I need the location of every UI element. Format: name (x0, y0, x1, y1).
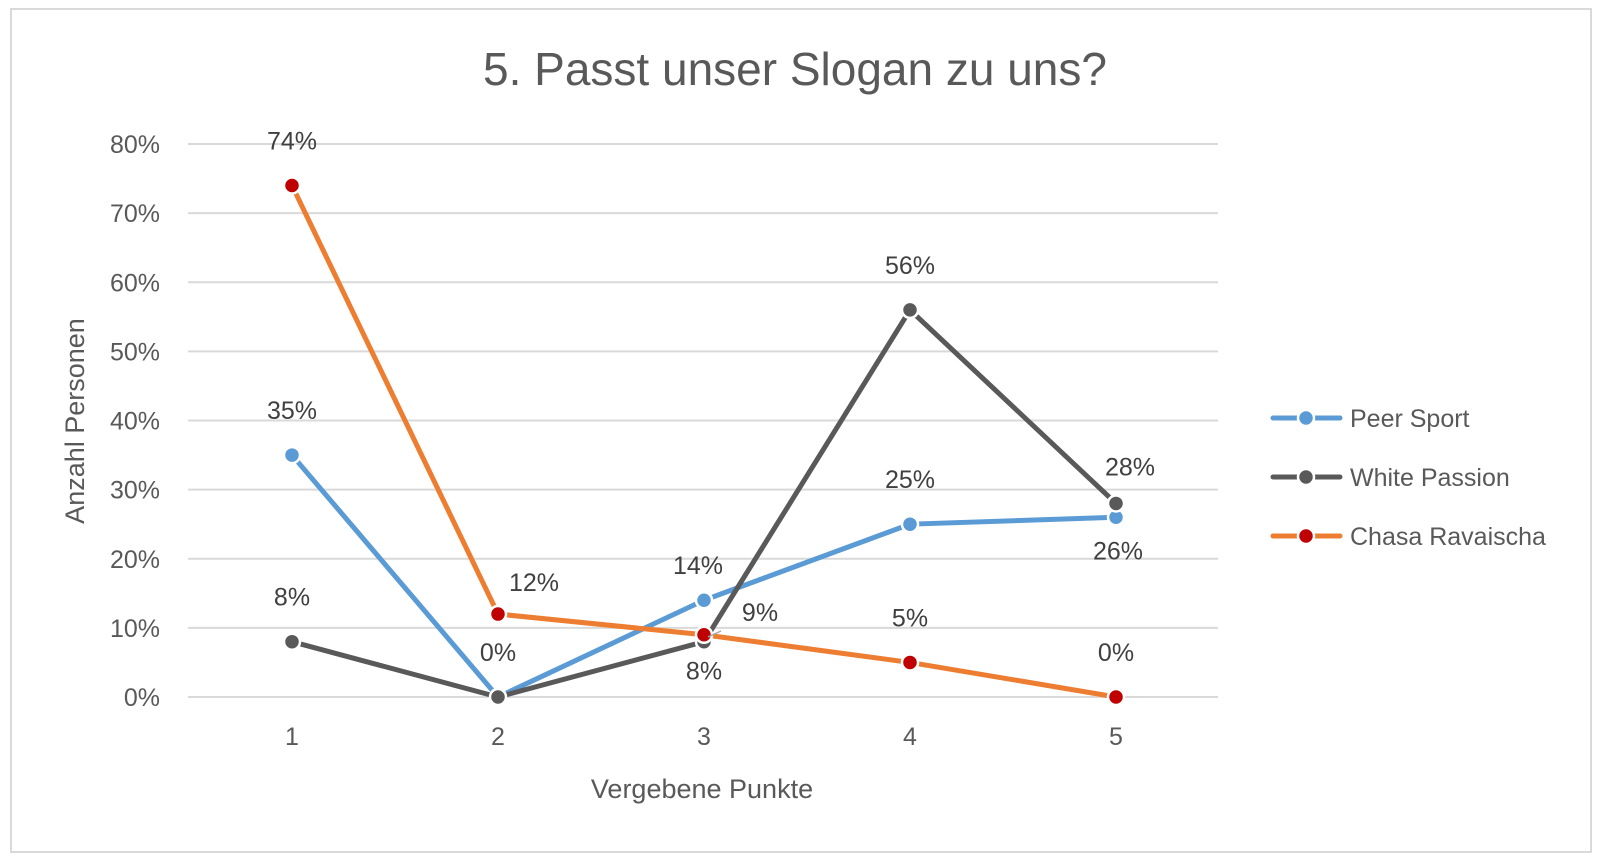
data-point (282, 632, 302, 651)
series-line (289, 182, 1119, 700)
data-labels: 35% 14% 25% 26% 8% 0% 8% 56% 28% 74% 12% 9% 5% 0% (267, 127, 1155, 685)
data-point (1106, 494, 1126, 513)
x-axis-ticks: 1 2 3 4 5 (285, 723, 1123, 751)
legend-item: White Passion (1270, 464, 1510, 492)
data-label: 12% (509, 569, 559, 597)
data-label: 25% (885, 466, 935, 494)
data-label: 0% (480, 639, 516, 667)
data-label: 56% (885, 252, 935, 280)
y-tick-label: 80% (110, 131, 160, 159)
data-label: 9% (742, 599, 778, 627)
data-label: 74% (267, 127, 317, 155)
data-point (900, 300, 920, 320)
data-label: 28% (1105, 453, 1155, 481)
data-point (900, 514, 920, 534)
x-tick-label: 3 (697, 723, 711, 751)
data-label: 8% (686, 658, 722, 686)
data-label: 5% (892, 604, 928, 632)
leader-line (707, 630, 722, 638)
x-tick-label: 4 (903, 723, 917, 751)
series-white-passion (282, 300, 1126, 707)
legend-swatch-marker (1296, 408, 1316, 428)
data-point (694, 625, 714, 645)
data-label: 26% (1093, 537, 1143, 565)
data-label: 14% (673, 552, 723, 580)
data-point (900, 653, 920, 672)
y-axis-ticks: 0% 10% 20% 30% 40% 50% 60% 70% 80% (110, 131, 160, 712)
y-tick-label: 70% (110, 200, 160, 228)
data-point (282, 445, 302, 465)
y-tick-label: 50% (110, 338, 160, 366)
legend: Peer Sport White Passion Chasa Ravaischa (1270, 405, 1546, 551)
chart-title: 5. Passt unser Slogan zu uns? (483, 43, 1107, 95)
data-point (694, 590, 714, 610)
data-label: 35% (267, 397, 317, 425)
data-label: 0% (1098, 639, 1134, 667)
y-axis-title: Anzahl Personen (60, 318, 90, 524)
x-axis-title: Vergebene Punkte (591, 774, 813, 804)
data-point (488, 604, 508, 624)
legend-swatch-marker (1296, 467, 1316, 487)
legend-label: Chasa Ravaischa (1350, 523, 1546, 551)
legend-swatch-marker (1296, 526, 1316, 546)
chart-frame (10, 8, 1592, 853)
legend-label: White Passion (1350, 464, 1510, 492)
data-point (488, 687, 508, 707)
data-label: 8% (274, 584, 310, 612)
y-tick-label: 20% (110, 546, 160, 574)
series-layer (282, 176, 1126, 707)
y-tick-label: 30% (110, 477, 160, 505)
x-tick-label: 5 (1109, 723, 1123, 751)
x-tick-label: 2 (491, 723, 505, 751)
legend-label: Peer Sport (1350, 405, 1470, 433)
y-tick-label: 10% (110, 615, 160, 643)
y-tick-label: 0% (124, 684, 160, 712)
x-tick-label: 1 (285, 723, 299, 751)
y-tick-label: 40% (110, 408, 160, 436)
data-point (282, 176, 302, 195)
data-point (1106, 687, 1126, 707)
series-chasa-ravaischa (282, 176, 1126, 707)
legend-item: Chasa Ravaischa (1270, 523, 1546, 551)
gridlines (188, 143, 1218, 698)
legend-item: Peer Sport (1270, 405, 1470, 433)
y-tick-label: 60% (110, 269, 160, 297)
